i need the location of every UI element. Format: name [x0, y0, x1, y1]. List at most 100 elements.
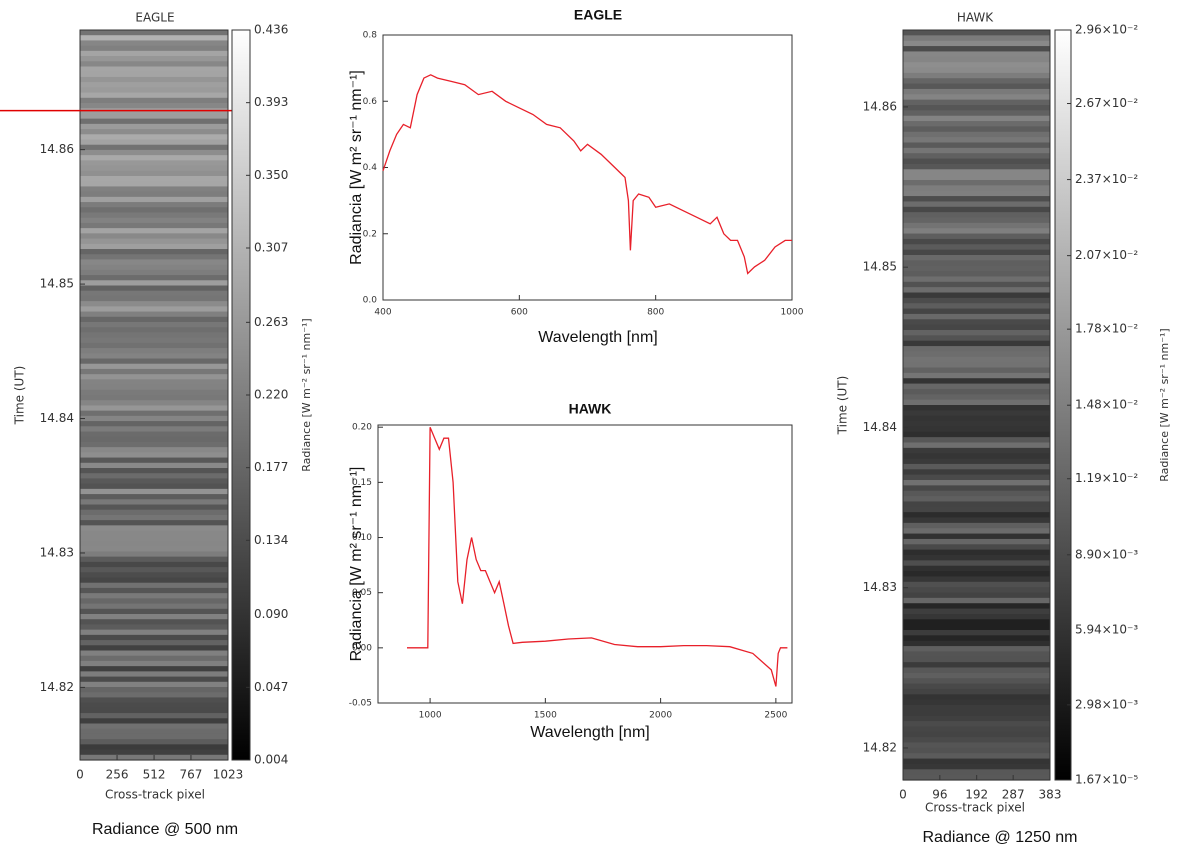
colorbar-tick-label: 0.177: [254, 460, 288, 474]
colorbar-label: Radiance [W m⁻² sr⁻¹ nm⁻¹]: [1158, 328, 1171, 481]
image-row: [80, 582, 228, 589]
image-row: [80, 149, 228, 156]
image-row: [903, 378, 1050, 385]
image-row: [80, 202, 228, 208]
image-row: [903, 62, 1050, 69]
image-row: [80, 280, 228, 287]
image-row: [903, 35, 1050, 42]
image-row: [80, 603, 228, 610]
colorbar-tick-label: 0.350: [254, 168, 288, 182]
image-row: [80, 50, 228, 57]
image-row: [903, 437, 1050, 444]
plot-frame: [382, 34, 793, 301]
image-row: [903, 281, 1050, 288]
colorbar-tick-label: 2.37×10⁻²: [1075, 172, 1138, 186]
image-row: [903, 512, 1050, 519]
image-row: [80, 660, 228, 667]
colorbar-tick-label: 5.94×10⁻³: [1075, 622, 1138, 636]
image-row: [80, 45, 228, 52]
x-tick-label: 0: [899, 788, 907, 802]
colorbar-tick-label: 0.436: [254, 23, 288, 37]
image-row: [80, 624, 228, 631]
image-row: [80, 228, 228, 234]
image-row: [80, 290, 228, 297]
y-tick-label: 0.00: [352, 643, 372, 653]
colorbar-tick-label: 1.48×10⁻²: [1075, 398, 1138, 412]
image-row: [80, 400, 228, 407]
image-row: [903, 694, 1050, 701]
image-row: [903, 619, 1050, 626]
image-row: [903, 372, 1050, 379]
image-row: [903, 147, 1050, 154]
image-row: [903, 538, 1050, 545]
y-tick-label: 14.86: [863, 99, 897, 113]
image-row: [903, 447, 1050, 454]
image-row: [80, 66, 228, 73]
image-row: [80, 134, 228, 141]
image-row: [903, 196, 1050, 203]
y-tick-label: 14.83: [863, 580, 897, 594]
x-tick-label: 1500: [534, 711, 557, 721]
image-row: [80, 671, 228, 678]
image-row: [903, 158, 1050, 165]
image-row: [80, 61, 228, 68]
colorbar-tick-label: 0.263: [254, 315, 288, 329]
y-axis-label: Radiancia [W m² sr⁻¹ nm⁻¹]: [348, 70, 365, 265]
image-row: [903, 737, 1050, 744]
image-row: [80, 488, 228, 495]
image-row: [80, 311, 228, 318]
image-row: [80, 269, 228, 276]
image-row: [80, 379, 228, 386]
image-row: [903, 501, 1050, 508]
image-row: [903, 319, 1050, 326]
image-row: [80, 238, 228, 245]
image-row: [903, 115, 1050, 122]
image-row: [80, 723, 228, 730]
image-row: [80, 87, 228, 94]
colorbar-tick-label: 2.98×10⁻³: [1075, 697, 1138, 711]
image-row: [903, 212, 1050, 219]
x-tick-label: 2000: [649, 711, 672, 721]
image-row: [80, 655, 228, 662]
image-row: [903, 99, 1050, 106]
image-row: [80, 249, 228, 255]
image-row: [903, 651, 1050, 658]
image-row: [903, 683, 1050, 690]
y-tick-label: 0.10: [352, 533, 372, 543]
image-row: [80, 217, 228, 224]
image-row: [80, 327, 228, 334]
image-row: [80, 749, 228, 756]
image-row: [80, 285, 228, 292]
image-row: [903, 662, 1050, 669]
image-row: [80, 71, 228, 78]
image-row: [903, 367, 1050, 374]
image-row: [903, 46, 1050, 53]
image-row: [80, 30, 228, 36]
x-tick-label: 600: [511, 308, 528, 318]
image-row: [903, 265, 1050, 272]
image-row: [80, 478, 228, 485]
image-row: [80, 35, 228, 42]
image-row: [903, 753, 1050, 760]
image-row: [80, 160, 228, 167]
image-row: [903, 646, 1050, 653]
image-row: [903, 721, 1050, 728]
image-row: [903, 453, 1050, 460]
image-row: [80, 645, 228, 652]
image-row: [80, 509, 228, 516]
image-row: [903, 747, 1050, 754]
image-row: [903, 217, 1050, 224]
image-row: [903, 405, 1050, 411]
image-row: [903, 335, 1050, 342]
image-row: [903, 163, 1050, 170]
image-row: [80, 353, 228, 360]
image-row: [80, 577, 228, 584]
image-row: [903, 190, 1050, 197]
image-row: [903, 313, 1050, 320]
image-row: [80, 494, 228, 500]
image-row: [903, 763, 1050, 770]
plot-frame: [377, 424, 793, 704]
colorbar-tick-label: 0.134: [254, 533, 288, 547]
image-row: [903, 287, 1050, 294]
image-row: [80, 426, 228, 433]
